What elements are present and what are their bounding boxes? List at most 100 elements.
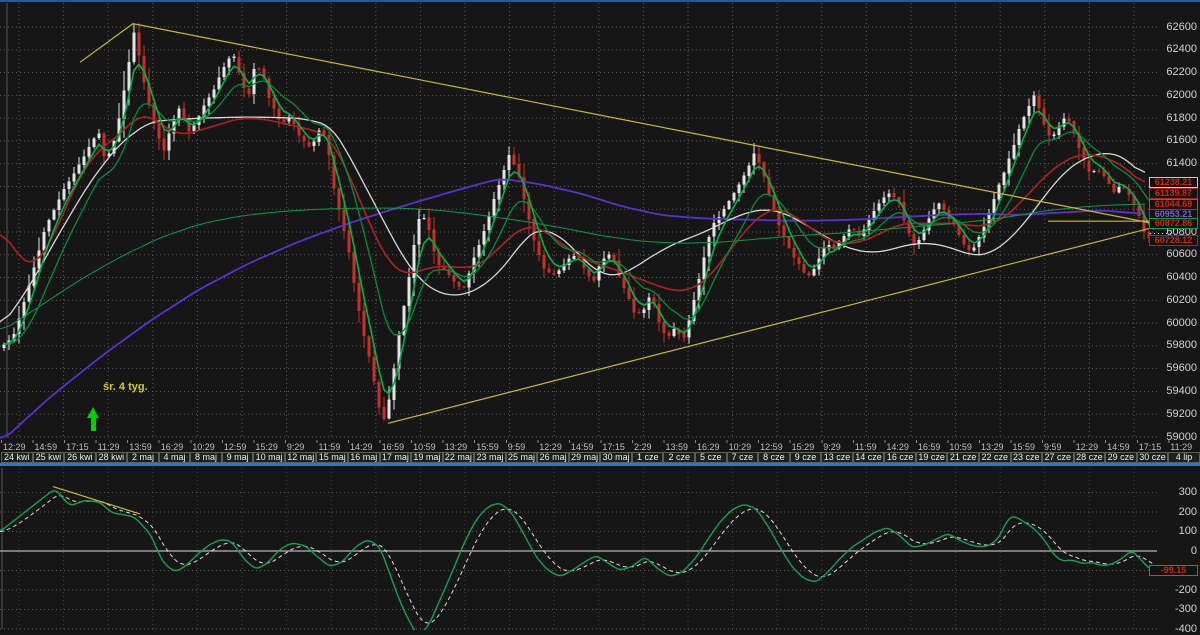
- date-label: 13 cze: [821, 452, 853, 463]
- time-label: 17:15: [602, 443, 625, 452]
- time-label: 11:29: [97, 443, 120, 452]
- indicator-axis-label: -200: [1174, 583, 1197, 596]
- up-arrow-stem: [91, 418, 96, 431]
- indicator-axis-label: -400: [1174, 622, 1197, 635]
- price-axis-label: 61600: [1166, 134, 1197, 147]
- date-label: 21 cze: [947, 452, 979, 463]
- time-label: 15:29: [791, 443, 815, 452]
- price-axis-label: 59000: [1166, 430, 1197, 443]
- date-label: 2 cze: [663, 452, 696, 463]
- date-label: 24 kwi: [1, 452, 33, 463]
- ma-purple-line: [0, 178, 1146, 439]
- price-axis-label: 59600: [1166, 362, 1197, 375]
- time-label: 12:29: [1075, 443, 1099, 452]
- time-label: 13:29: [444, 443, 468, 452]
- price-axis-label: 62200: [1166, 66, 1197, 79]
- date-axis[interactable]: 24 kwi 25 kwi 26 kwi 28 kwi 2 maj 4 maj 8 maj 9…: [1, 452, 1200, 463]
- price-axis-label: 62400: [1166, 43, 1197, 56]
- date-label: 7 cze: [726, 452, 759, 463]
- trend-average-label: śr. 4 tyg.: [103, 381, 148, 393]
- time-label: 14:59: [1107, 443, 1130, 452]
- time-label: 16:29: [697, 443, 720, 452]
- price-axis-label: 61400: [1166, 157, 1197, 170]
- indicator-axis-label: 300: [1178, 486, 1197, 498]
- date-label: 5 cze: [695, 452, 727, 463]
- date-label: 23 maj: [474, 452, 506, 463]
- time-label: 9:29: [823, 443, 841, 452]
- ma-green-fast2-line: [3, 80, 1155, 346]
- time-axis-ticks: [1, 440, 1200, 443]
- time-label: 10:29: [192, 443, 215, 452]
- price-axis-label: 62000: [1166, 88, 1197, 101]
- date-label: 9 cze: [789, 452, 822, 463]
- date-label: 22 maj: [442, 452, 475, 463]
- time-label: 12:29: [539, 443, 562, 452]
- date-label: 9 maj: [221, 452, 254, 463]
- time-label: 13:29: [980, 443, 1004, 452]
- time-label: 9:29: [286, 443, 305, 452]
- indicator-axis-label: -300: [1174, 603, 1197, 615]
- time-axis[interactable]: 12:29 14:59 17:15 11:29 13:59 16:29 10:29 12:59…: [1, 443, 1200, 452]
- date-label: 30 maj: [600, 452, 632, 463]
- price-axis-label: 59200: [1166, 407, 1197, 420]
- time-label: 12:59: [760, 443, 783, 452]
- date-label: 30 cze: [1136, 452, 1169, 463]
- indicator-grid: [0, 468, 1157, 630]
- panel-separator[interactable]: [0, 463, 1200, 466]
- time-label: 11:29: [1170, 443, 1193, 452]
- date-label: 25 kwi: [32, 452, 65, 463]
- date-label: 28 cze: [1073, 452, 1106, 463]
- price-marker: 60728.12: [1149, 234, 1198, 246]
- time-label: 11:59: [854, 443, 877, 452]
- indicator-main-line: [0, 489, 1156, 630]
- date-label: 16 cze: [884, 452, 916, 463]
- time-label: 15:29: [255, 443, 278, 452]
- time-label: 9:59: [1044, 443, 1062, 452]
- time-label: 16:29: [160, 443, 184, 452]
- indicator-axis-label: 100: [1178, 525, 1197, 537]
- date-label: 28 kwi: [95, 452, 128, 463]
- time-label: 12:59: [223, 443, 247, 452]
- indicator-panel[interactable]: [0, 466, 1200, 630]
- time-label: 15:59: [476, 443, 499, 452]
- date-label: 17 maj: [379, 452, 412, 463]
- date-label: 14 cze: [852, 452, 885, 463]
- price-axis-label: 60400: [1166, 271, 1197, 284]
- indicator-axis-label: 200: [1178, 505, 1197, 518]
- date-label: 8 cze: [758, 452, 790, 463]
- time-label: 14:29: [350, 443, 373, 452]
- date-label: 8 maj: [190, 452, 222, 463]
- indicator-signal-line: [0, 495, 1156, 624]
- time-label: 15:59: [1012, 443, 1036, 452]
- time-label: 14:29: [886, 443, 909, 452]
- date-label: 19 cze: [915, 452, 948, 463]
- price-axis-label: 60200: [1166, 293, 1197, 306]
- time-label: 13:59: [665, 443, 689, 452]
- price-axis-label: 60800: [1166, 225, 1197, 238]
- date-label: 22 cze: [978, 452, 1011, 463]
- date-label: 10 maj: [253, 452, 285, 463]
- price-axis-label: 61800: [1166, 111, 1197, 124]
- price-marker: 61044.69: [1149, 198, 1198, 210]
- date-label: 25 maj: [505, 452, 538, 463]
- time-label: 10:29: [728, 443, 752, 452]
- indicator-trendline: [52, 486, 141, 515]
- date-label: 23 cze: [1010, 452, 1043, 463]
- date-label: 4 maj: [158, 452, 191, 463]
- date-label: 19 maj: [411, 452, 443, 463]
- main-price-chart[interactable]: [0, 0, 1200, 440]
- date-label: 4 lip: [1168, 452, 1200, 463]
- ma-green-slow-line: [0, 203, 1145, 330]
- time-label: 16:59: [917, 443, 941, 452]
- price-axis-label: 59400: [1166, 384, 1197, 397]
- price-marker: 61238.21: [1149, 176, 1198, 188]
- date-label: 15 maj: [316, 452, 349, 463]
- time-label: 14:59: [34, 443, 58, 452]
- up-arrow-head: [87, 407, 99, 418]
- time-label: 13:59: [129, 443, 152, 452]
- time-label: 17:15: [66, 443, 89, 452]
- time-label: 17:15: [1138, 443, 1162, 452]
- indicator-axis-label: 0: [1190, 544, 1197, 557]
- time-label: 11:59: [318, 443, 341, 452]
- date-label: 12 maj: [284, 452, 317, 463]
